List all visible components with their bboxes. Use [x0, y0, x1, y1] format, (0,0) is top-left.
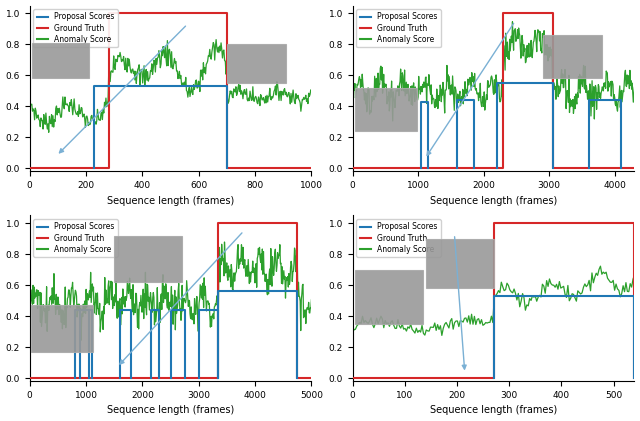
Legend: Proposal Scores, Ground Truth, Anomaly Score: Proposal Scores, Ground Truth, Anomaly S…	[33, 9, 118, 47]
Bar	[227, 44, 286, 83]
Bar	[33, 43, 89, 78]
Bar	[426, 239, 493, 288]
Bar	[114, 235, 182, 282]
Bar	[543, 35, 602, 78]
Bar	[355, 269, 423, 324]
Bar	[31, 305, 93, 352]
X-axis label: Sequence length (frames): Sequence length (frames)	[107, 196, 234, 205]
X-axis label: Sequence length (frames): Sequence length (frames)	[107, 405, 234, 416]
X-axis label: Sequence length (frames): Sequence length (frames)	[430, 196, 557, 205]
Legend: Proposal Scores, Ground Truth, Anomaly Score: Proposal Scores, Ground Truth, Anomaly S…	[33, 219, 118, 257]
Legend: Proposal Scores, Ground Truth, Anomaly Score: Proposal Scores, Ground Truth, Anomaly S…	[356, 9, 440, 47]
X-axis label: Sequence length (frames): Sequence length (frames)	[430, 405, 557, 416]
Bar	[355, 88, 417, 131]
Legend: Proposal Scores, Ground Truth, Anomaly Score: Proposal Scores, Ground Truth, Anomaly S…	[356, 219, 440, 257]
